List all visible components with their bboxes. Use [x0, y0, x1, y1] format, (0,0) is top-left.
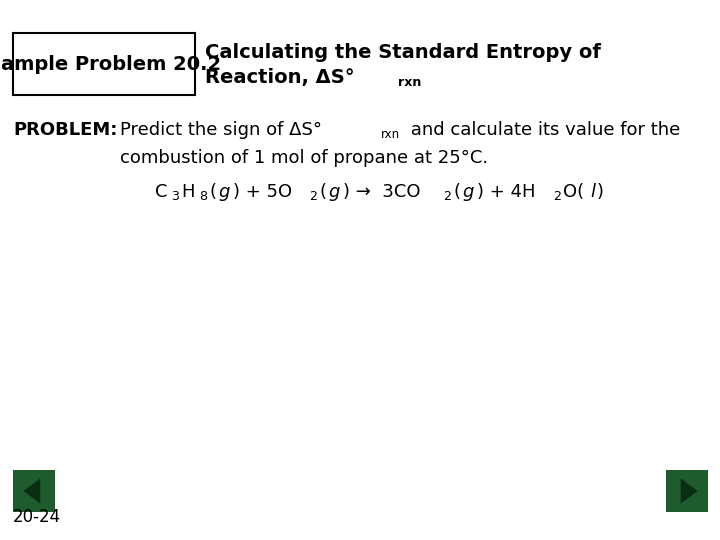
Bar	[13, 470, 55, 512]
Text: rxn: rxn	[381, 129, 400, 141]
Text: rxn: rxn	[381, 129, 400, 141]
Text: Reaction, ΔS°: Reaction, ΔS°	[205, 69, 355, 87]
Text: rxn: rxn	[398, 77, 421, 90]
Text: 20-24: 20-24	[13, 508, 61, 526]
Text: ) + 5O: ) + 5O	[233, 183, 292, 201]
Text: (: (	[210, 183, 216, 201]
Text: PROBLEM:: PROBLEM:	[13, 121, 117, 139]
Text: Predict the sign of ΔS°: Predict the sign of ΔS°	[120, 121, 322, 139]
Text: 2: 2	[553, 191, 561, 204]
Text: l: l	[590, 183, 595, 201]
Text: ) + 4H: ) + 4H	[477, 183, 536, 201]
Text: Calculating the Standard Entropy of: Calculating the Standard Entropy of	[205, 43, 601, 62]
Text: g: g	[328, 183, 340, 201]
Text: and calculate its value for the: and calculate its value for the	[405, 121, 680, 139]
Polygon shape	[24, 478, 40, 504]
Text: H: H	[181, 183, 195, 201]
Text: C: C	[155, 183, 168, 201]
Text: ): )	[597, 183, 604, 201]
Text: 2: 2	[444, 191, 451, 204]
Text: g: g	[218, 183, 230, 201]
Text: Sample Problem 20.2: Sample Problem 20.2	[0, 55, 221, 73]
Text: 3: 3	[171, 191, 179, 204]
Text: O(: O(	[563, 183, 584, 201]
Text: combustion of 1 mol of propane at 25°C.: combustion of 1 mol of propane at 25°C.	[120, 149, 488, 167]
Polygon shape	[680, 478, 698, 504]
FancyBboxPatch shape	[13, 33, 195, 95]
Text: 2: 2	[309, 191, 318, 204]
Text: ) →  3CO: ) → 3CO	[343, 183, 420, 201]
Text: 8: 8	[199, 191, 207, 204]
Bar	[666, 470, 708, 512]
Text: g: g	[462, 183, 474, 201]
Text: (: (	[320, 183, 326, 201]
Text: (: (	[454, 183, 461, 201]
